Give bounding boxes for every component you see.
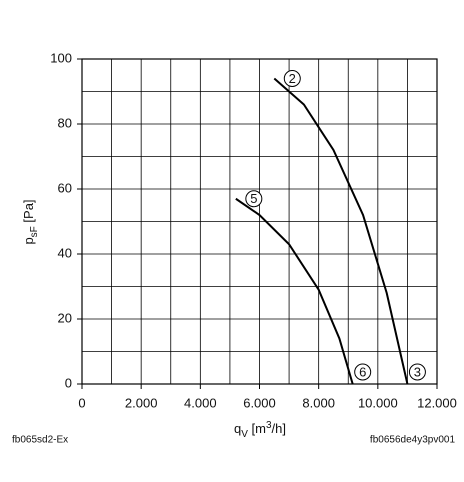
curve-label-circle [354, 363, 372, 381]
y-axis-label: psF [Pa] [21, 199, 39, 244]
y-label-part: p [21, 237, 36, 244]
curve-label: 2 [289, 71, 296, 86]
y-label-part: sF [29, 226, 40, 237]
y-tick-label: 100 [50, 50, 72, 65]
curve-label-circle [408, 363, 426, 381]
x-tick-label: 8.000 [302, 395, 335, 410]
x-label-part: 3 [266, 420, 272, 431]
curve-label: 3 [414, 364, 421, 379]
y-tick-label: 0 [65, 375, 72, 390]
x-label-part: /h] [272, 421, 286, 436]
curve [235, 197, 354, 385]
y-label-part: [Pa] [21, 199, 36, 226]
curve-label-circle [245, 190, 263, 208]
x-axis-label: qV [m3/h] [234, 420, 286, 440]
y-tick-label: 40 [58, 245, 72, 260]
curve-label-circle [283, 70, 301, 87]
x-tick-label: 4.000 [184, 395, 217, 410]
x-label-part: V [241, 429, 248, 440]
x-label-part: q [234, 421, 241, 436]
curve-label: 6 [359, 364, 366, 379]
footer-right: fb0656de4y3pv001 [370, 435, 456, 446]
footer-left: fb065sd2-Ex [12, 435, 68, 446]
y-tick-label: 60 [58, 180, 72, 195]
x-tick-label: 0 [78, 395, 85, 410]
y-tick-label: 80 [58, 115, 72, 130]
plot-frame [81, 58, 438, 385]
x-tick-label: 10.000 [358, 395, 398, 410]
x-tick-label: 12.000 [417, 395, 457, 410]
x-label-part: [m [248, 421, 266, 436]
curve [273, 77, 409, 385]
curve-label: 5 [250, 191, 257, 206]
x-tick-label: 2.000 [125, 395, 158, 410]
x-tick-label: 6.000 [243, 395, 276, 410]
y-tick-label: 20 [58, 310, 72, 325]
